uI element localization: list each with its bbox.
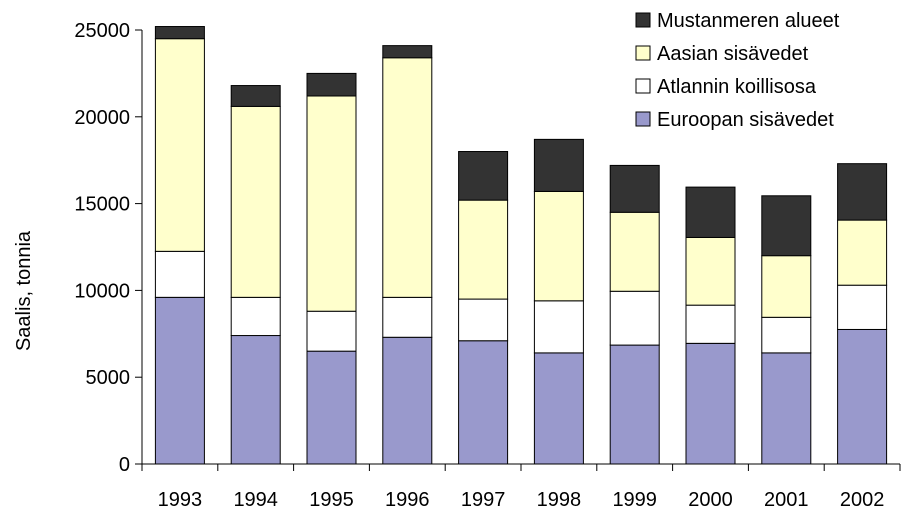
x-tick-label: 1997 [461,489,506,511]
bar-segment [154,296,205,465]
legend-label: Aasian sisävedet [657,43,809,65]
bar-segment [761,316,812,354]
y-tick-label: 10000 [74,280,130,302]
y-axis: 0 5000 10000 15000 20000 25000 [74,20,143,476]
bar-segment [382,296,433,338]
bar-segment [382,45,433,59]
bar-segment [685,342,736,465]
bar-segment [685,304,736,344]
legend-label: Atlannin koillisosa [657,76,817,98]
x-tick-label: 1996 [385,489,430,511]
bar-segment [458,151,509,201]
bar-segment [837,219,888,286]
x-tick-label: 2002 [840,489,885,511]
legend: Mustanmeren alueet Aasian sisävedet Atlann… [635,10,840,131]
bar-segment [533,352,584,465]
x-tick-label: 1993 [158,489,203,511]
y-tick-label: 15000 [74,194,130,216]
x-tick-label: 2000 [688,489,733,511]
bar-segment [306,310,357,352]
bar-segment [761,352,812,465]
bar-segment [458,340,509,465]
bars [154,26,888,465]
bar-segment [306,350,357,465]
bar-segment [306,95,357,312]
bar-segment [609,211,660,292]
bar-segment [533,300,584,354]
bar-segment [458,199,509,300]
bar-segment [306,72,357,97]
bar-segment [837,163,888,221]
bar-segment [837,284,888,330]
x-tick-label: 1998 [537,489,582,511]
bar-segment [230,335,281,465]
y-tick-label: 25000 [74,20,130,42]
legend-swatch [635,78,651,94]
y-tick-label: 5000 [86,367,131,389]
y-tick-label: 0 [119,454,130,476]
bar-segment [230,296,281,337]
x-tick-label: 1995 [309,489,354,511]
bar-segment [230,105,281,298]
legend-label: Mustanmeren alueet [657,10,840,32]
bar-segment [533,190,584,302]
legend-label: Euroopan sisävedet [657,109,834,131]
legend-swatch [635,45,651,61]
bar-segment [154,26,205,40]
bar-segment [761,255,812,318]
x-tick-label: 1999 [612,489,657,511]
bar-segment [230,85,281,107]
bar-segment [685,186,736,238]
bar-segment [609,290,660,346]
bar-segment [533,138,584,192]
y-axis-label: Saalis, tonnia [13,230,35,351]
legend-swatch [635,12,651,28]
bar-segment [837,328,888,465]
legend-swatch [635,111,651,127]
bar-segment [761,195,812,257]
x-tick-label: 2001 [764,489,809,511]
bar-segment [382,336,433,465]
bar-segment [685,236,736,306]
bar-segment [609,164,660,213]
bar-segment [609,344,660,465]
x-tick-label: 1994 [233,489,278,511]
bar-segment [382,57,433,298]
bar-segment [154,250,205,298]
x-axis: 1993 1994 1995 1996 1997 1998 1999 2000 2001 2002 [141,463,901,511]
y-tick-label: 20000 [74,107,130,129]
bar-segment [154,38,205,252]
bar-segment [458,298,509,342]
